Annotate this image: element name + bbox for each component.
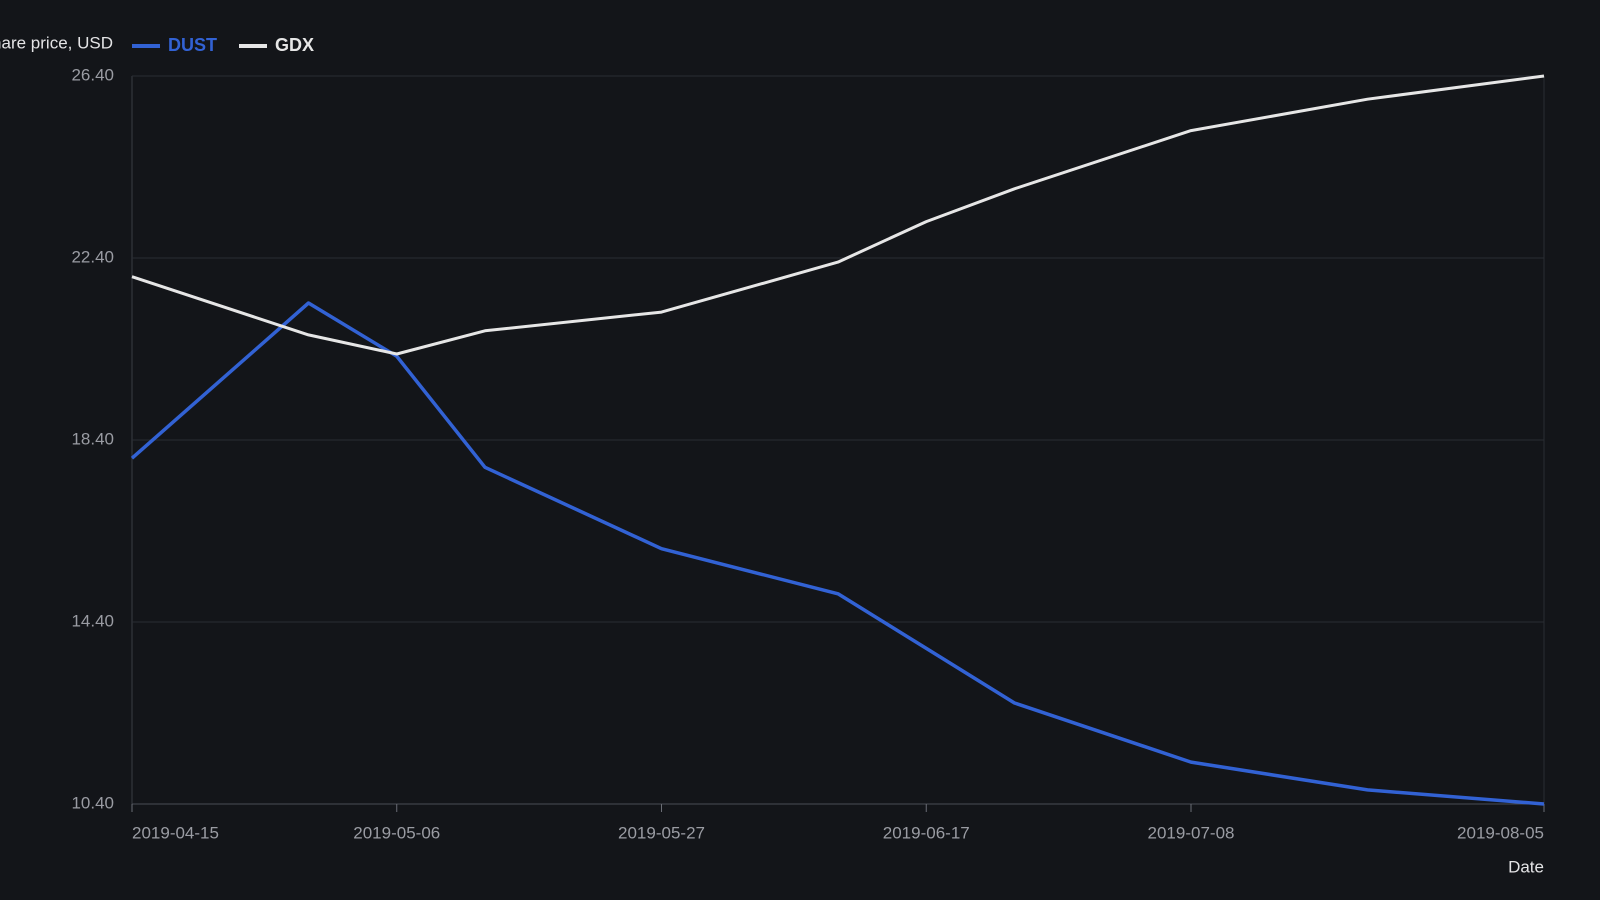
line-series bbox=[130, 301, 1545, 806]
y-tick-label: 14.40 bbox=[71, 611, 114, 630]
x-tick-label: 2019-08-05 bbox=[1457, 823, 1544, 842]
y-tick-label: 26.40 bbox=[71, 65, 114, 84]
line-series bbox=[131, 74, 1545, 356]
y-axis-title: Share price, USD bbox=[0, 33, 113, 52]
x-tick-label: 2019-04-15 bbox=[132, 823, 219, 842]
x-tick-label: 2019-05-06 bbox=[353, 823, 440, 842]
y-tick-label: 10.40 bbox=[71, 793, 114, 812]
y-tick-label: 22.40 bbox=[71, 247, 114, 266]
x-tick-label: 2019-06-17 bbox=[883, 823, 970, 842]
x-axis-title: Date bbox=[1508, 857, 1544, 876]
x-tick-label: 2019-05-27 bbox=[618, 823, 705, 842]
legend-label: DUST bbox=[168, 35, 217, 55]
x-tick-label: 2019-07-08 bbox=[1148, 823, 1235, 842]
legend-label: GDX bbox=[275, 35, 314, 55]
y-tick-label: 18.40 bbox=[71, 429, 114, 448]
